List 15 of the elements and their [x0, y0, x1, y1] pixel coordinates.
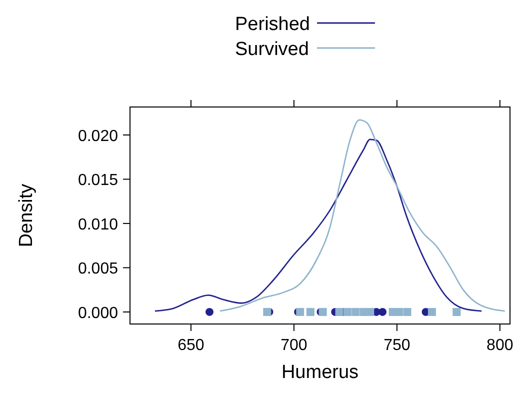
y-tick-label: 0.005: [78, 260, 118, 278]
line-series: [219, 119, 506, 312]
legend-label: Perished: [235, 14, 310, 35]
x-axis-title: Humerus: [281, 362, 359, 383]
y-axis-title: Density: [16, 183, 37, 248]
legend-label: Survived: [235, 39, 309, 60]
x-tick-label: 750: [384, 337, 410, 354]
x-tick-label: 800: [486, 337, 514, 354]
y-tick-label: 0.000: [78, 304, 118, 322]
x-tick-label: 700: [280, 337, 308, 354]
line-series: [154, 138, 482, 312]
y-tick-label: 0.015: [78, 172, 118, 190]
y-tick-label: 0.010: [78, 216, 118, 234]
x-tick-label: 650: [178, 337, 204, 354]
y-tick-label: 0.020: [78, 128, 118, 145]
